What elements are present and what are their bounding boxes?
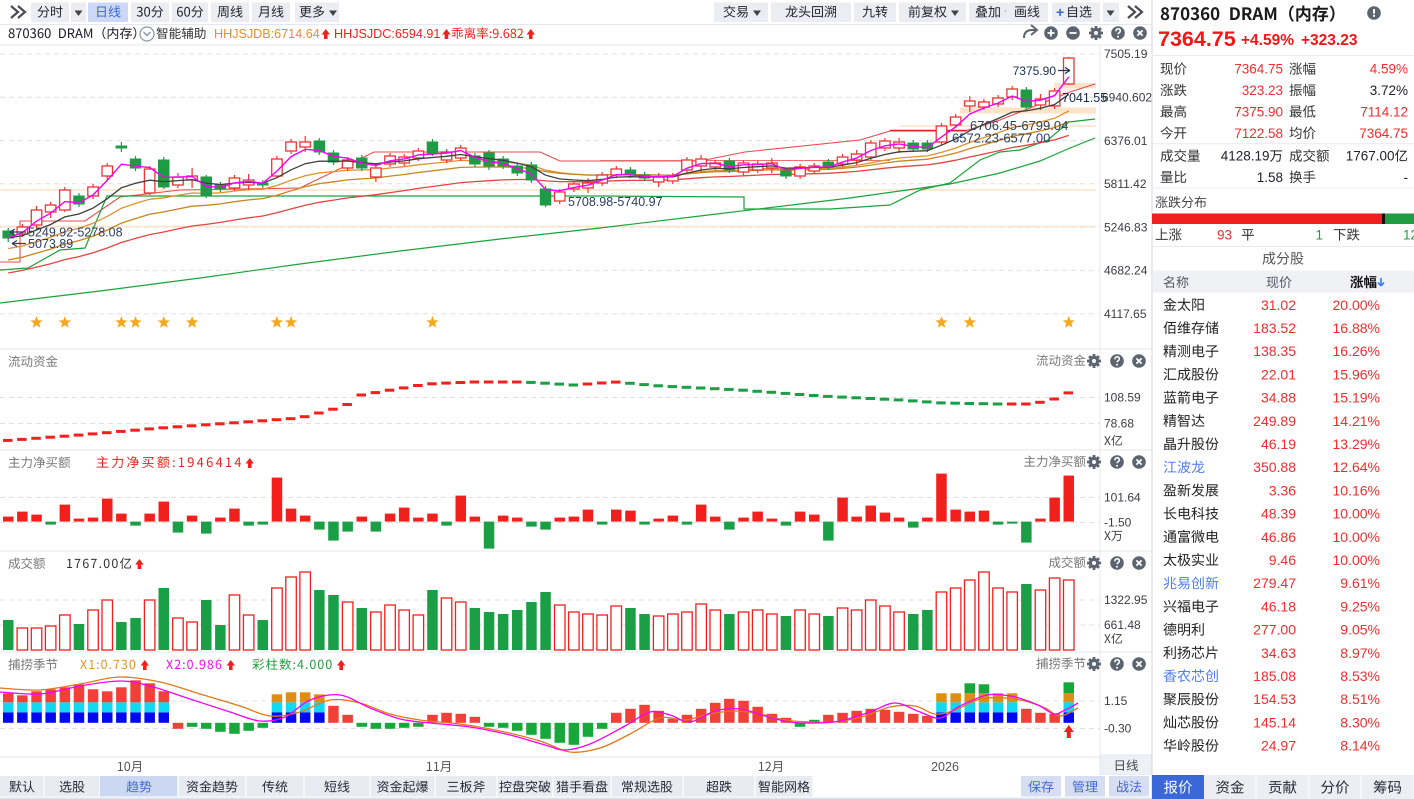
svg-text:7375.90: 7375.90 <box>1234 105 1283 120</box>
svg-text:5708.98-5740.97: 5708.98-5740.97 <box>568 195 663 209</box>
svg-text:4682.24: 4682.24 <box>1104 264 1148 278</box>
svg-text:10.00%: 10.00% <box>1333 529 1380 545</box>
svg-text:12: 12 <box>1403 228 1414 243</box>
svg-text:6706.45-6799.04: 6706.45-6799.04 <box>970 118 1068 133</box>
svg-text:249.89: 249.89 <box>1253 413 1296 429</box>
svg-text:185.08: 185.08 <box>1253 668 1296 684</box>
svg-text:7364.75: 7364.75 <box>1234 62 1283 77</box>
svg-text:5811.42: 5811.42 <box>1104 177 1147 191</box>
svg-text:20.00%: 20.00% <box>1333 297 1380 313</box>
svg-text:661.48: 661.48 <box>1104 618 1141 632</box>
svg-text:+323.23: +323.23 <box>1301 32 1358 49</box>
svg-text:34.63: 34.63 <box>1261 645 1296 661</box>
svg-text:12.64%: 12.64% <box>1333 459 1380 475</box>
svg-text:10.00%: 10.00% <box>1333 552 1380 568</box>
svg-text:277.00: 277.00 <box>1253 622 1296 638</box>
svg-text:22.01: 22.01 <box>1261 366 1296 382</box>
svg-text:9.25%: 9.25% <box>1340 598 1380 614</box>
svg-text:34.88: 34.88 <box>1261 390 1296 406</box>
svg-text:350.88: 350.88 <box>1253 459 1296 475</box>
svg-text:93: 93 <box>1217 228 1232 243</box>
svg-text:+: + <box>1056 4 1064 20</box>
svg-text:1322.95: 1322.95 <box>1104 593 1148 607</box>
svg-text:145.14: 145.14 <box>1253 714 1296 730</box>
svg-text:323.23: 323.23 <box>1242 83 1283 98</box>
svg-text:8.51%: 8.51% <box>1340 691 1380 707</box>
svg-text:8.30%: 8.30% <box>1340 714 1380 730</box>
svg-text:+4.59%: +4.59% <box>1241 32 1294 49</box>
svg-text:46.19: 46.19 <box>1261 436 1296 452</box>
svg-text:7122.58: 7122.58 <box>1234 126 1283 141</box>
svg-text:9.05%: 9.05% <box>1340 622 1380 638</box>
svg-text:24.97: 24.97 <box>1261 738 1296 754</box>
svg-text:5073.89: 5073.89 <box>28 237 73 251</box>
svg-text:-1.50: -1.50 <box>1104 516 1132 530</box>
svg-text:16.26%: 16.26% <box>1333 343 1380 359</box>
svg-text:8.53%: 8.53% <box>1340 668 1380 684</box>
svg-text:3.36: 3.36 <box>1269 482 1296 498</box>
svg-text:7505.19: 7505.19 <box>1104 47 1148 61</box>
svg-text:279.47: 279.47 <box>1253 575 1296 591</box>
svg-text:31.02: 31.02 <box>1261 297 1296 313</box>
svg-text:15.19%: 15.19% <box>1333 390 1380 406</box>
svg-text:10.16%: 10.16% <box>1333 482 1380 498</box>
svg-text:7041.55: 7041.55 <box>1062 91 1107 105</box>
svg-text:183.52: 183.52 <box>1253 320 1296 336</box>
svg-text:13.29%: 13.29% <box>1333 436 1380 452</box>
svg-text:5246.83: 5246.83 <box>1104 220 1148 234</box>
svg-text:2026: 2026 <box>931 760 959 774</box>
svg-text:8.97%: 8.97% <box>1340 645 1380 661</box>
svg-text:16.88%: 16.88% <box>1333 320 1380 336</box>
svg-text:HHJSJDB:6714.64: HHJSJDB:6714.64 <box>214 27 320 41</box>
svg-text:1767.00: 1767.00 <box>1346 149 1395 164</box>
svg-text:3.72%: 3.72% <box>1370 83 1408 98</box>
svg-text:4.59%: 4.59% <box>1370 62 1408 77</box>
svg-text:6376.01: 6376.01 <box>1104 134 1148 148</box>
svg-text:4117.65: 4117.65 <box>1104 307 1147 321</box>
svg-text:HHJSJDC:6594.91: HHJSJDC:6594.91 <box>334 27 440 41</box>
svg-text:46.86: 46.86 <box>1261 529 1296 545</box>
svg-text:48.39: 48.39 <box>1261 506 1296 522</box>
svg-text:9.61%: 9.61% <box>1340 575 1380 591</box>
svg-text:1.15: 1.15 <box>1104 694 1128 708</box>
svg-text:-0.30: -0.30 <box>1104 722 1132 736</box>
svg-text:-: - <box>1404 170 1409 185</box>
svg-text:9.46: 9.46 <box>1269 552 1296 568</box>
svg-text:138.35: 138.35 <box>1253 343 1296 359</box>
svg-text:10.00%: 10.00% <box>1333 506 1380 522</box>
svg-text:154.53: 154.53 <box>1253 691 1296 707</box>
svg-text:7375.90: 7375.90 <box>1013 64 1057 78</box>
svg-text:8.14%: 8.14% <box>1340 738 1380 754</box>
svg-text:101.64: 101.64 <box>1104 491 1141 505</box>
svg-text:15.96%: 15.96% <box>1333 366 1380 382</box>
svg-text:1.58: 1.58 <box>1257 170 1283 185</box>
svg-text:78.68: 78.68 <box>1104 417 1134 431</box>
svg-text:6940.602: 6940.602 <box>1102 90 1152 104</box>
svg-text:1: 1 <box>1315 228 1323 243</box>
svg-text:7364.75: 7364.75 <box>1359 126 1408 141</box>
svg-text:4128.19: 4128.19 <box>1221 149 1270 164</box>
svg-text:7364.75: 7364.75 <box>1158 27 1236 51</box>
svg-text:14.21%: 14.21% <box>1333 413 1380 429</box>
svg-text:46.18: 46.18 <box>1261 598 1296 614</box>
svg-text:7114.12: 7114.12 <box>1360 105 1408 120</box>
svg-text:6572.23-6577.00: 6572.23-6577.00 <box>952 131 1050 146</box>
svg-text:5249.92-5278.08: 5249.92-5278.08 <box>28 226 123 240</box>
svg-text:108.59: 108.59 <box>1104 391 1141 405</box>
